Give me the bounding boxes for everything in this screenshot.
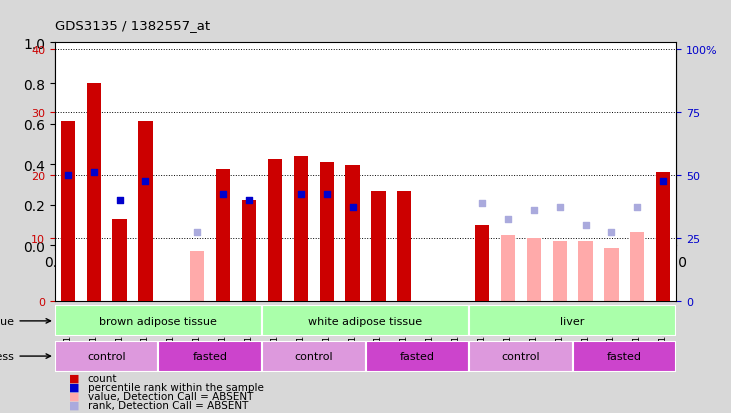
- Bar: [475, 226, 489, 301]
- Text: GDS3135 / 1382557_at: GDS3135 / 1382557_at: [55, 19, 210, 31]
- Text: ■: ■: [69, 400, 80, 410]
- Bar: [55, 341, 159, 372]
- Point: [580, 223, 591, 229]
- Point: [657, 178, 669, 185]
- Text: count: count: [88, 373, 117, 383]
- Bar: [346, 166, 360, 301]
- Point: [295, 191, 306, 198]
- Bar: [242, 201, 256, 301]
- Text: control: control: [501, 351, 540, 361]
- Text: rank, Detection Call = ABSENT: rank, Detection Call = ABSENT: [88, 400, 248, 410]
- Point: [192, 229, 203, 235]
- Bar: [268, 160, 282, 301]
- Bar: [294, 157, 308, 301]
- Bar: [469, 341, 572, 372]
- Point: [528, 207, 539, 214]
- Text: liver: liver: [561, 316, 585, 326]
- Text: percentile rank within the sample: percentile rank within the sample: [88, 382, 264, 392]
- Text: fasted: fasted: [400, 351, 435, 361]
- Bar: [190, 251, 205, 301]
- Point: [321, 191, 333, 198]
- Bar: [371, 191, 385, 301]
- Bar: [138, 122, 153, 301]
- Text: control: control: [87, 351, 126, 361]
- Point: [114, 197, 126, 204]
- Text: ■: ■: [69, 373, 80, 383]
- Bar: [605, 248, 618, 301]
- Bar: [216, 169, 230, 301]
- Text: white adipose tissue: white adipose tissue: [308, 316, 423, 326]
- Point: [554, 204, 566, 210]
- Bar: [469, 306, 676, 337]
- Text: ■: ■: [69, 382, 80, 392]
- Bar: [113, 220, 126, 301]
- Text: ■: ■: [69, 391, 80, 401]
- Point: [346, 204, 358, 210]
- Point: [140, 178, 151, 185]
- Point: [62, 172, 74, 179]
- Bar: [366, 341, 469, 372]
- Bar: [572, 341, 676, 372]
- Point: [88, 169, 99, 176]
- Bar: [159, 341, 262, 372]
- Text: fasted: fasted: [607, 351, 642, 361]
- Bar: [501, 235, 515, 301]
- Bar: [86, 84, 101, 301]
- Bar: [262, 341, 366, 372]
- Point: [217, 191, 229, 198]
- Text: fasted: fasted: [193, 351, 227, 361]
- Text: value, Detection Call = ABSENT: value, Detection Call = ABSENT: [88, 391, 253, 401]
- Point: [243, 197, 255, 204]
- Point: [476, 201, 488, 207]
- Point: [632, 204, 643, 210]
- Bar: [319, 163, 334, 301]
- Text: control: control: [295, 351, 333, 361]
- Bar: [262, 306, 469, 337]
- Text: stress: stress: [0, 351, 50, 361]
- Bar: [553, 242, 567, 301]
- Point: [502, 216, 514, 223]
- Bar: [656, 172, 670, 301]
- Bar: [55, 306, 262, 337]
- Bar: [526, 239, 541, 301]
- Bar: [397, 191, 412, 301]
- Point: [605, 229, 617, 235]
- Bar: [61, 122, 75, 301]
- Bar: [578, 242, 593, 301]
- Text: tissue: tissue: [0, 316, 50, 326]
- Text: brown adipose tissue: brown adipose tissue: [99, 316, 217, 326]
- Bar: [630, 232, 645, 301]
